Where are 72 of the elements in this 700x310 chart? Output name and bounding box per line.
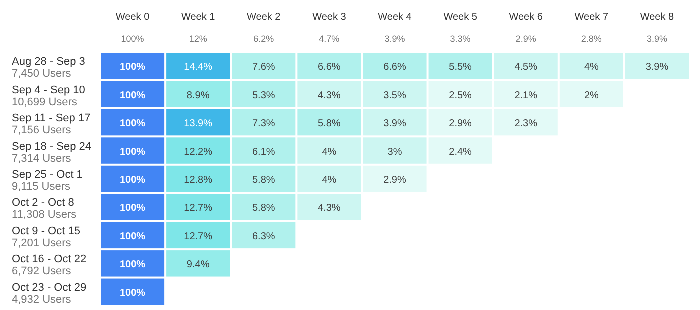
data-label: 3.9% [646,62,669,74]
y-tick-label: Aug 28 - Sep 3 7,450 Users [12,56,86,80]
y-tick-label: Sep 18 - Sep 24 7,314 Users [12,140,92,165]
data-label: 12.7% [184,203,213,214]
data-label: 100% [120,288,146,299]
data-label: 3.5% [384,90,407,102]
data-label: 100% [120,118,146,130]
y-tick-label: Oct 16 - Oct 22 6,792 Users [12,254,87,278]
y-tick-label: Oct 2 - Oct 8 11,308 Users [12,197,78,222]
data-label: 2.4% [449,146,472,158]
data-label: 4.3% [318,90,341,102]
data-label: 8.9% [186,90,210,102]
y-tick-label: Sep 25 - Oct 1 9,115 Users [12,169,83,193]
data-label: 6.1% [252,146,276,158]
text: 4.7% [319,34,340,44]
x-tick-label: Week 8 [640,12,675,23]
text: 2.8% [581,34,602,44]
data-label: 2.9% [384,175,407,186]
data-label: 100% [120,175,146,186]
text: 3.9% [646,34,668,44]
data-label: 4.5% [514,62,538,74]
data-label: 7.6% [252,62,276,74]
data-label: 3.9% [384,118,407,130]
x-tick-label: Week 0 [116,12,150,23]
x-tick-label: Week 2 [247,12,282,23]
data-label: 4.3% [318,203,341,214]
data-label: 3% [388,146,402,158]
x-tick-label: Week 1 [181,12,216,23]
data-label: 13.9% [184,118,213,130]
data-label: 12.8% [184,175,213,186]
data-label: 4% [584,62,599,74]
data-label: 100% [120,203,146,214]
data-label: 100% [120,62,146,74]
text: 3.9% [384,34,406,44]
text: 3.3% [450,34,471,44]
data-label: 100% [120,231,146,242]
data-label: 6.6% [318,62,341,74]
data-label: 4% [322,175,337,186]
data-label: 5.5% [449,62,472,74]
data-label: 14.4% [184,62,213,74]
x-tick-label: Week 7 [574,12,609,23]
data-label: 5.8% [252,175,276,186]
x-tick-label: Week 4 [378,12,412,23]
data-label: 2% [584,90,599,102]
data-label: 100% [120,90,146,102]
text: 2.9% [516,34,536,44]
data-label: 2.9% [449,118,472,130]
x-tick-label: Week 5 [444,12,478,23]
y-tick-label: Sep 11 - Sep 17 7,156 Users [12,112,91,137]
data-label: 9.4% [186,260,210,271]
text: 100% [121,34,144,44]
data-label: 12.7% [184,231,213,242]
data-label: 5.8% [252,203,276,214]
data-label: 4% [322,146,337,158]
data-label: 2.3% [514,118,538,130]
data-label: 2.1% [514,90,538,102]
y-tick-label: Oct 9 - Oct 15 7,201 Users [12,225,80,250]
data-label: 5.3% [252,90,276,102]
text: 6.2% [254,34,274,44]
y-tick-label: Sep 4 - Sep 10 10,699 Users [12,84,86,108]
x-tick-label: Week 6 [509,12,544,23]
data-label: 2.5% [449,90,472,102]
y-tick-label: Oct 23 - Oct 29 4,932 Users [12,282,87,306]
text: 12% [189,34,208,44]
data-label: 12.2% [184,146,213,158]
data-label: 5.8% [318,118,341,130]
data-label: 6.6% [384,62,407,74]
data-label: 6.3% [252,231,276,242]
x-tick-label: Week 3 [312,12,347,23]
data-label: 100% [120,260,146,271]
data-label: 100% [120,146,146,158]
data-label: 7.3% [252,118,276,130]
